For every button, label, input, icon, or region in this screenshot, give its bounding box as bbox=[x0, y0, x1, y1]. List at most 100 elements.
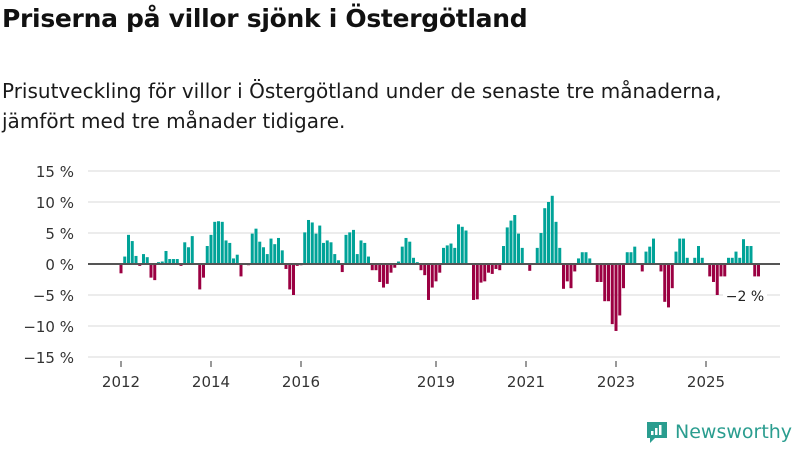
y-tick-label: −5 % bbox=[33, 287, 74, 305]
bar bbox=[213, 221, 217, 264]
bar bbox=[397, 261, 400, 264]
bar bbox=[625, 252, 629, 264]
bar bbox=[393, 264, 397, 268]
x-tick-label: 2025 bbox=[687, 373, 725, 391]
y-tick-label: 0 % bbox=[45, 256, 74, 274]
bar bbox=[607, 264, 610, 302]
bar bbox=[738, 257, 742, 264]
bar bbox=[494, 264, 498, 269]
bar bbox=[727, 257, 730, 264]
bar bbox=[723, 264, 727, 277]
x-tick-label: 2023 bbox=[597, 373, 635, 391]
bar bbox=[430, 264, 434, 288]
y-tick-label: 5 % bbox=[45, 225, 74, 243]
x-axis: 2012 2014 2016 2019 2021 2023 2025 bbox=[102, 361, 725, 391]
bar bbox=[670, 264, 674, 289]
bar bbox=[187, 247, 190, 264]
bar bbox=[423, 264, 427, 276]
bar bbox=[145, 257, 149, 264]
bar bbox=[749, 246, 753, 264]
bar bbox=[363, 242, 367, 264]
bar bbox=[483, 264, 487, 282]
bar bbox=[382, 264, 385, 288]
bar bbox=[273, 244, 277, 264]
bar bbox=[288, 264, 292, 290]
bar bbox=[543, 208, 547, 264]
bar bbox=[517, 233, 520, 264]
bar bbox=[498, 264, 502, 271]
bar bbox=[235, 254, 239, 264]
bar bbox=[160, 261, 164, 264]
bar bbox=[535, 247, 539, 264]
bar bbox=[404, 237, 408, 264]
newsworthy-logo: Newsworthy bbox=[645, 420, 792, 444]
bar bbox=[509, 220, 513, 264]
y-tick-label: −15 % bbox=[23, 349, 74, 367]
bar bbox=[697, 246, 700, 264]
bar bbox=[359, 240, 363, 264]
bar bbox=[367, 256, 370, 264]
bar bbox=[265, 254, 269, 264]
bar bbox=[153, 264, 157, 281]
y-tick-label: −10 % bbox=[23, 318, 74, 336]
bar bbox=[742, 239, 745, 264]
y-tick-label: 10 % bbox=[36, 194, 74, 212]
bar bbox=[712, 264, 715, 282]
bar bbox=[183, 242, 187, 264]
bar bbox=[595, 264, 599, 282]
bar bbox=[640, 264, 644, 272]
bar bbox=[239, 264, 243, 277]
bar bbox=[142, 254, 145, 264]
bar bbox=[228, 242, 232, 264]
bar bbox=[254, 228, 258, 264]
bar bbox=[352, 229, 355, 264]
bar bbox=[277, 237, 280, 264]
bar bbox=[505, 227, 509, 264]
bar bbox=[250, 233, 254, 264]
bar bbox=[730, 257, 734, 264]
bar bbox=[554, 221, 558, 264]
annotation-label: −2 % bbox=[726, 289, 764, 305]
bar bbox=[693, 257, 697, 264]
x-tick-label: 2019 bbox=[417, 373, 455, 391]
bar bbox=[445, 245, 449, 264]
bar bbox=[220, 221, 224, 264]
bar bbox=[719, 264, 723, 277]
bar bbox=[164, 250, 168, 264]
annotation: −2 % bbox=[723, 287, 767, 305]
bar bbox=[449, 243, 453, 264]
bar bbox=[408, 241, 412, 264]
bar bbox=[355, 254, 359, 264]
bar bbox=[322, 242, 325, 264]
bar bbox=[479, 264, 483, 283]
bar bbox=[337, 260, 340, 264]
bar bbox=[348, 232, 352, 264]
bar bbox=[378, 264, 382, 282]
bar bbox=[400, 246, 404, 264]
x-tick-label: 2016 bbox=[282, 373, 320, 391]
bar bbox=[224, 240, 228, 264]
bar bbox=[280, 250, 284, 264]
bar bbox=[674, 251, 678, 264]
bar bbox=[427, 264, 430, 300]
x-tick-label: 2012 bbox=[102, 373, 140, 391]
bar bbox=[202, 264, 205, 278]
bar bbox=[127, 234, 130, 264]
bar bbox=[622, 264, 625, 289]
chart-title: Priserna på villor sjönk i Östergötland bbox=[2, 4, 528, 33]
bar bbox=[629, 252, 633, 264]
bar bbox=[633, 246, 637, 264]
bar bbox=[385, 264, 389, 284]
bar bbox=[303, 232, 307, 264]
bar-chart-speech-bubble-icon bbox=[647, 422, 667, 443]
bar bbox=[663, 264, 667, 302]
bar bbox=[310, 222, 314, 264]
bar bbox=[618, 264, 622, 316]
bar bbox=[438, 264, 442, 273]
bar bbox=[539, 233, 543, 264]
y-tick-label: 15 % bbox=[36, 163, 74, 181]
bar bbox=[464, 230, 468, 264]
bar bbox=[190, 236, 194, 264]
bar bbox=[442, 247, 445, 264]
bar bbox=[434, 264, 438, 282]
